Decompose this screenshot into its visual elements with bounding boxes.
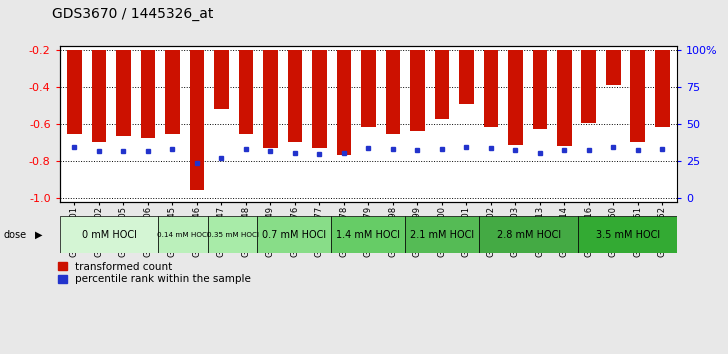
Bar [60,216,159,253]
Bar [165,50,180,134]
Bar [410,50,424,131]
Bar [578,216,677,253]
Text: 0.14 mM HOCl: 0.14 mM HOCl [157,232,209,238]
Bar [606,50,621,85]
Bar [435,50,449,119]
Bar [508,50,523,145]
Text: dose: dose [4,229,27,240]
Bar [336,50,351,155]
Text: 2.1 mM HOCl: 2.1 mM HOCl [411,229,475,240]
Bar [159,216,208,253]
Bar [263,50,277,148]
Legend: transformed count, percentile rank within the sample: transformed count, percentile rank withi… [58,262,251,285]
Bar [532,50,547,129]
Bar [92,50,106,142]
Bar [483,50,498,127]
Bar [208,216,257,253]
Text: 2.8 mM HOCl: 2.8 mM HOCl [496,229,561,240]
Text: ▶: ▶ [35,229,42,240]
Bar [582,50,596,123]
Bar [405,216,480,253]
Bar [141,50,155,138]
Bar [459,50,474,103]
Bar [214,50,229,109]
Bar [557,50,571,146]
Bar [480,216,578,253]
Bar [288,50,302,142]
Text: GDS3670 / 1445326_at: GDS3670 / 1445326_at [52,7,214,21]
Bar [257,216,331,253]
Bar [361,50,376,127]
Text: 0 mM HOCl: 0 mM HOCl [82,229,137,240]
Bar [331,216,405,253]
Bar [312,50,327,148]
Text: 1.4 mM HOCl: 1.4 mM HOCl [336,229,400,240]
Bar [630,50,645,142]
Text: 0.35 mM HOCl: 0.35 mM HOCl [207,232,258,238]
Text: 0.7 mM HOCl: 0.7 mM HOCl [262,229,326,240]
Bar [239,50,253,134]
Bar [67,50,82,134]
Bar [655,50,670,127]
Bar [116,50,131,136]
Text: 3.5 mM HOCl: 3.5 mM HOCl [596,229,660,240]
Bar [189,50,205,190]
Bar [386,50,400,134]
